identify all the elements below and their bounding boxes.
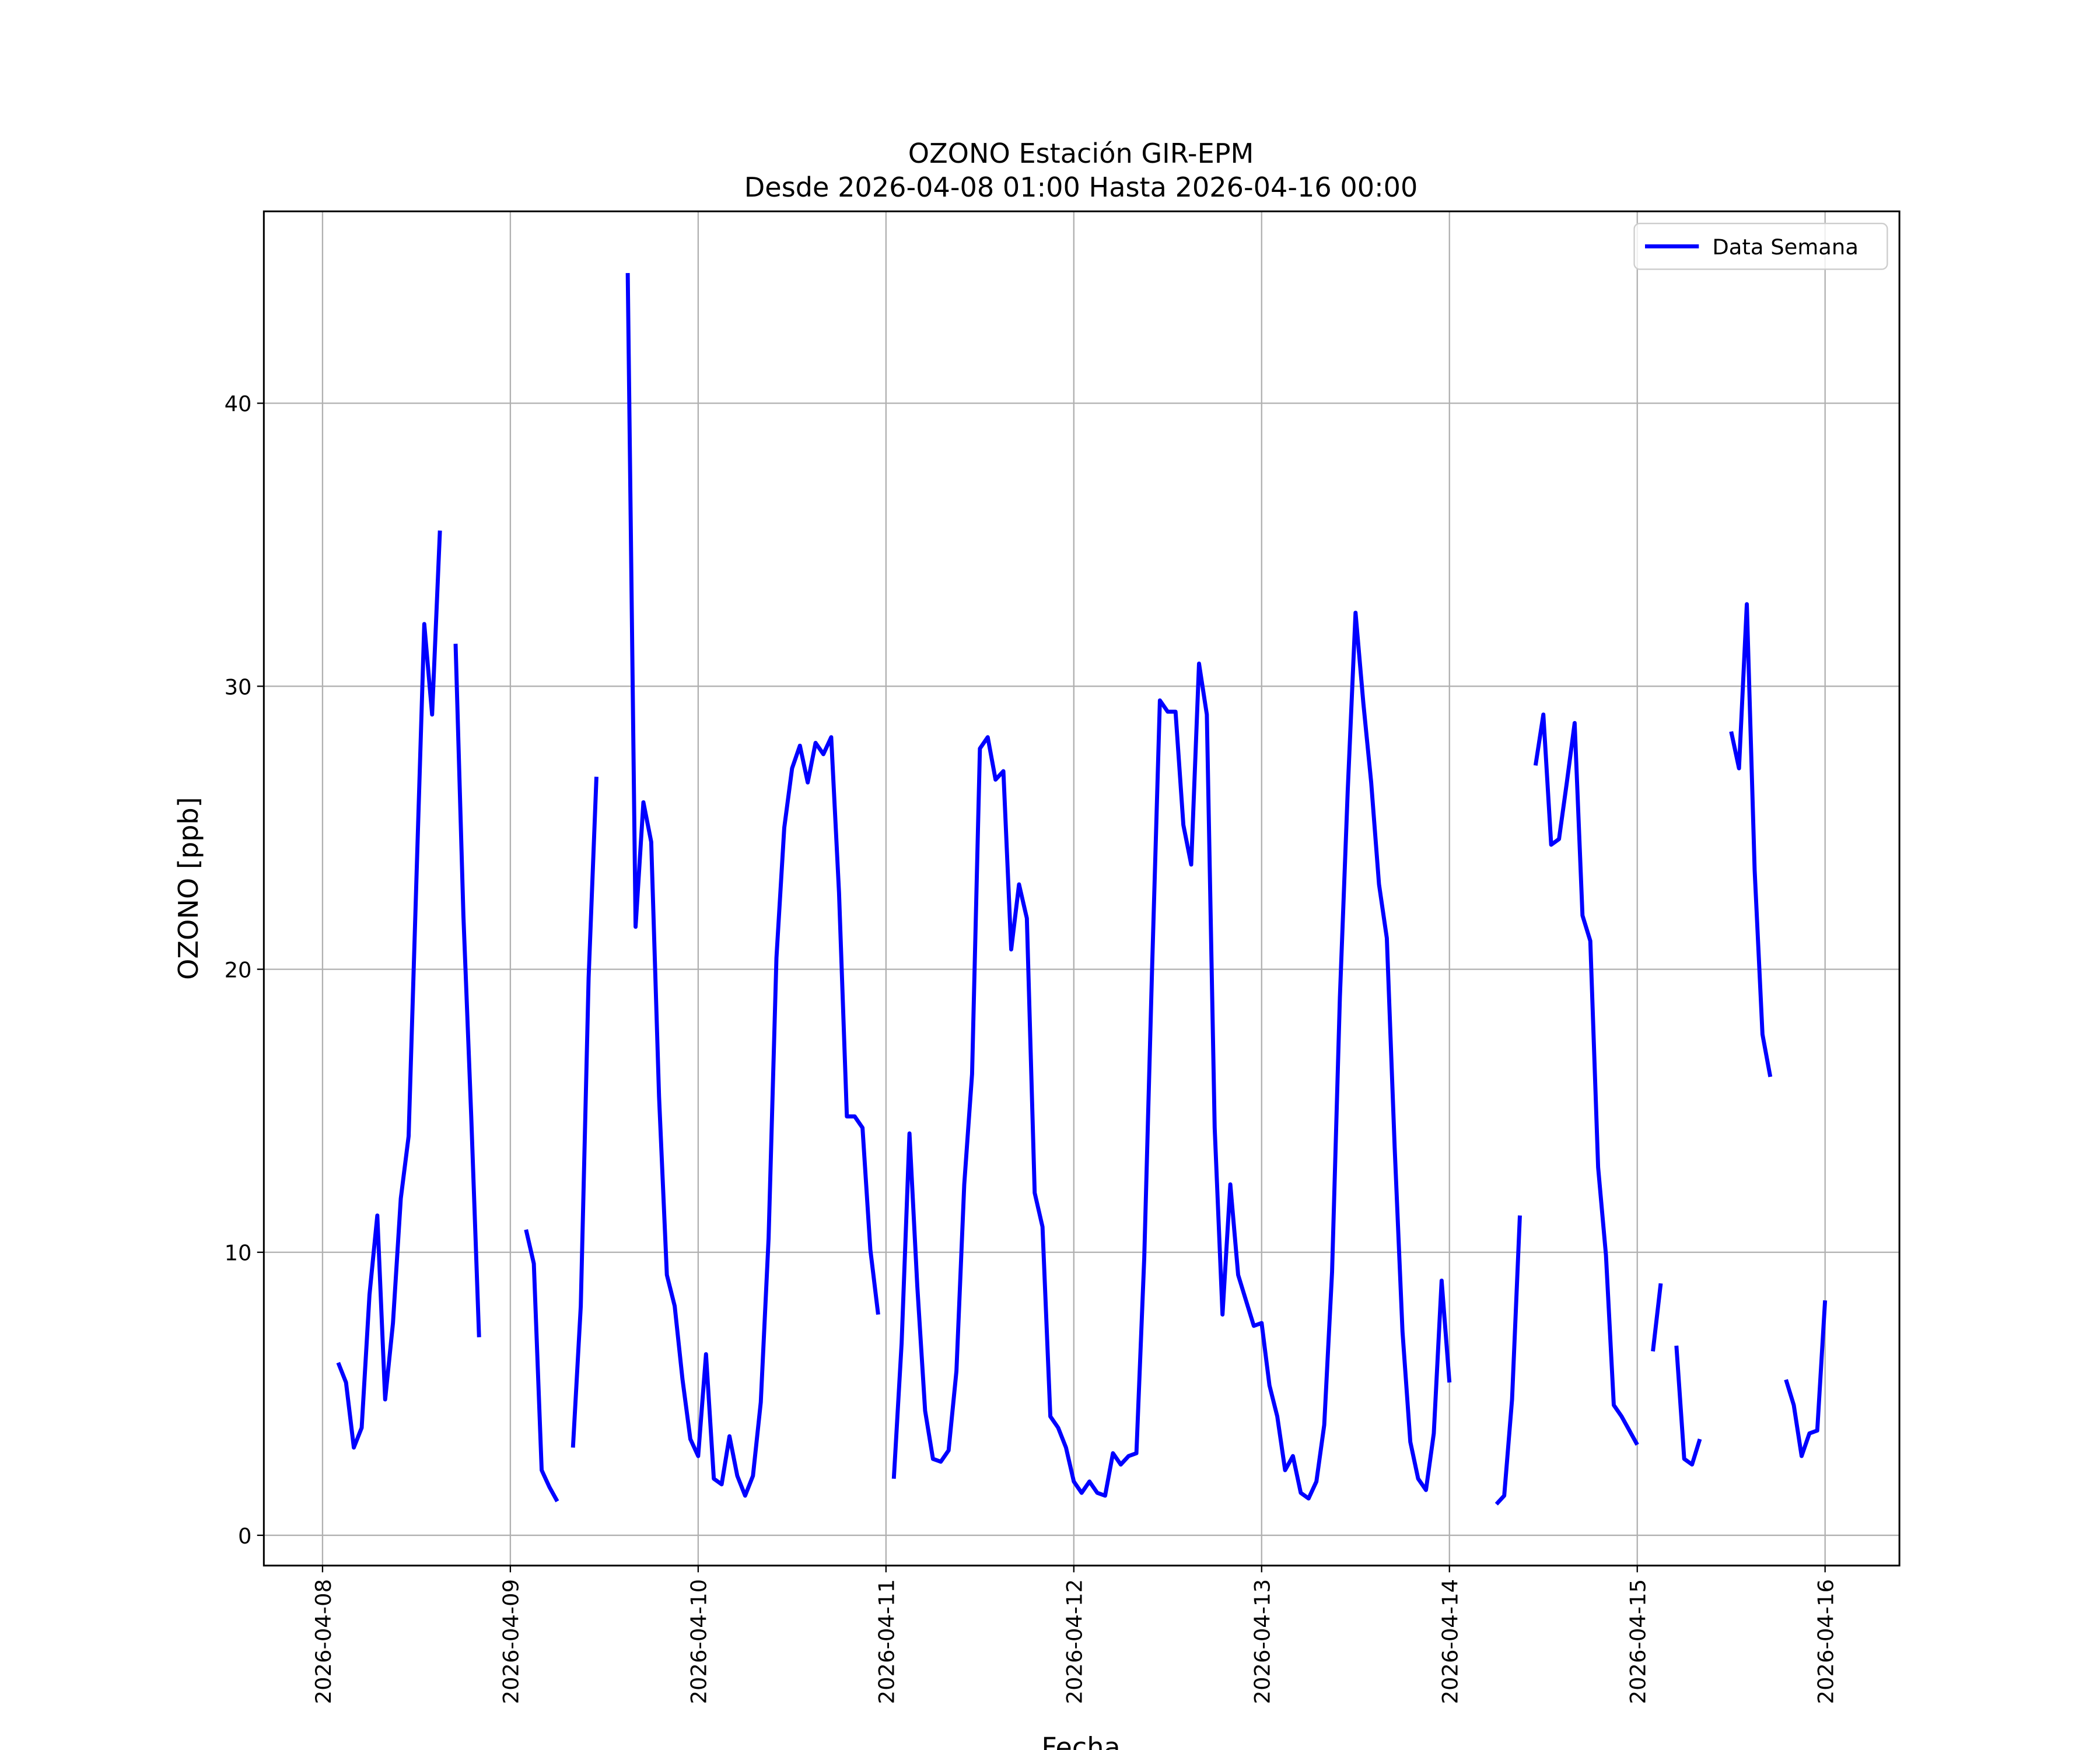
chart-title: OZONO Estación GIR-EPM — [908, 138, 1254, 169]
x-axis-label: Fecha — [1041, 1732, 1120, 1750]
x-tick-label: 2026-04-13 — [1250, 1579, 1275, 1704]
x-tick-label: 2026-04-14 — [1438, 1579, 1463, 1704]
x-tick-label: 2026-04-15 — [1626, 1579, 1651, 1704]
x-tick-label: 2026-04-09 — [499, 1579, 524, 1704]
legend-box — [1633, 222, 1888, 270]
x-tick-label: 2026-04-16 — [1814, 1579, 1839, 1704]
y-tick-label: 10 — [225, 1241, 252, 1266]
y-tick-label: 40 — [225, 391, 252, 416]
x-tick-label: 2026-04-12 — [1062, 1579, 1087, 1704]
y-tick-label: 20 — [225, 957, 252, 982]
legend-label: Data Semana — [1712, 235, 1859, 260]
x-tick-label: 2026-04-10 — [687, 1579, 712, 1704]
x-tick-label: 2026-04-11 — [874, 1579, 900, 1704]
chart-subtitle: Desde 2026-04-08 01:00 Hasta 2026-04-16 … — [744, 172, 1418, 203]
x-tick-label: 2026-04-08 — [311, 1579, 336, 1704]
axes-frame — [262, 210, 1901, 1567]
data-line — [336, 273, 1828, 1506]
y-tick-label: 0 — [238, 1524, 251, 1549]
y-tick-label: 30 — [225, 674, 252, 699]
y-axis-label: OZONO [ppb] — [173, 797, 204, 980]
